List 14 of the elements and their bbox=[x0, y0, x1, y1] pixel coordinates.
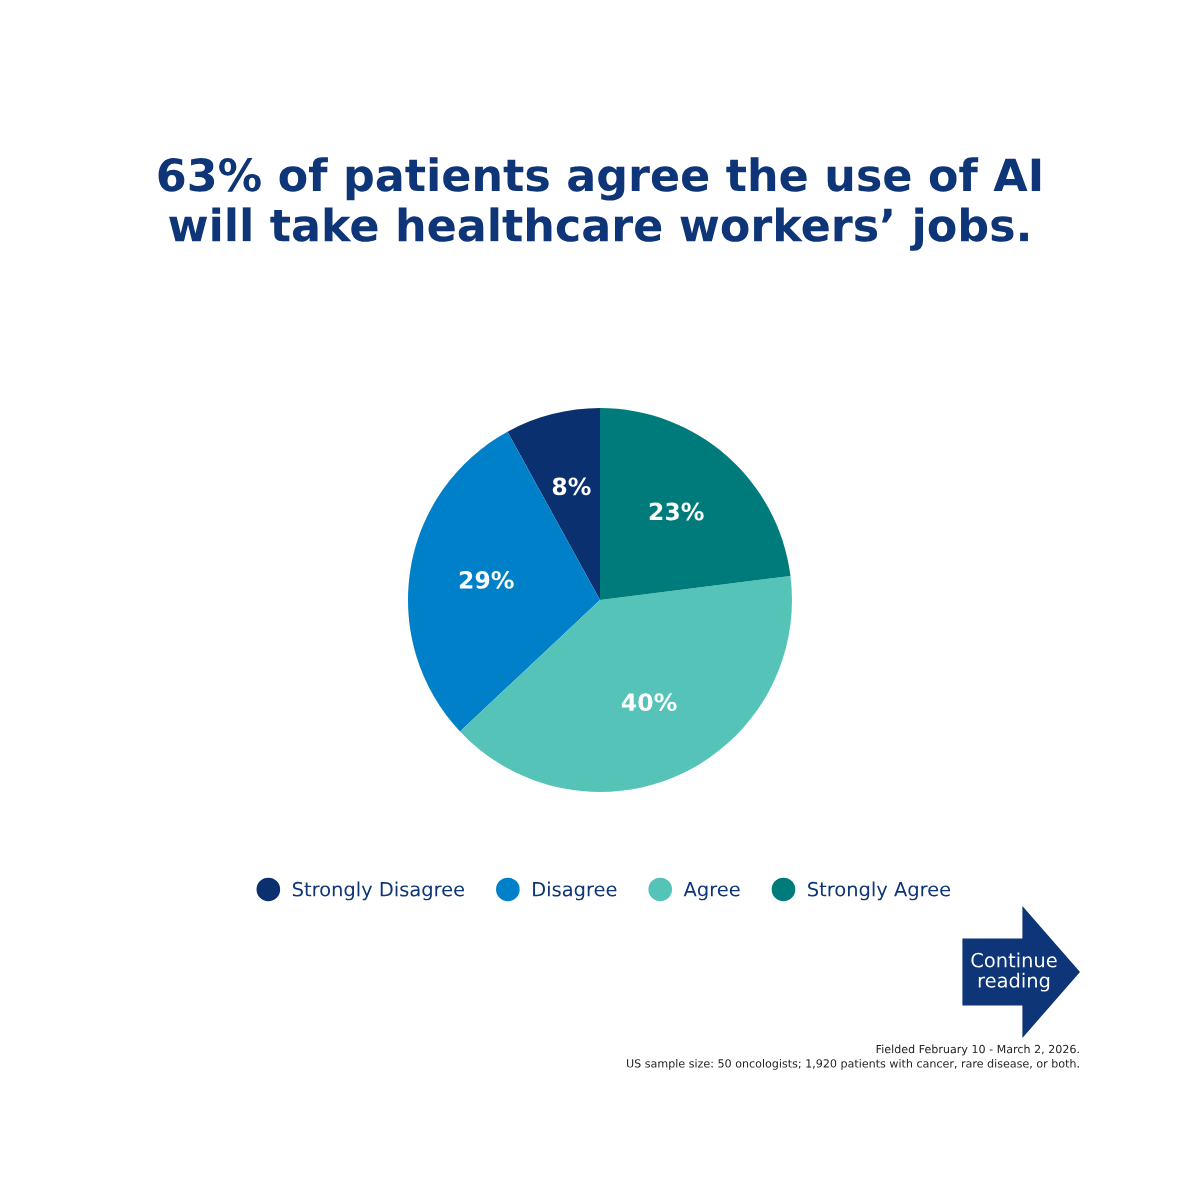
data-label: 40% bbox=[621, 693, 677, 712]
legend-label: Disagree bbox=[533, 881, 617, 901]
chart-title: 63% of patients agree the use of AI will take healthcare workers’ jobs. bbox=[158, 157, 1041, 251]
legend-label: Strongly Agree bbox=[808, 881, 951, 901]
data-label: 29% bbox=[459, 570, 514, 589]
text: Fielded February 10 - March 2, 2026. bbox=[876, 1044, 1079, 1056]
legend-label: Agree bbox=[683, 882, 740, 901]
text: US sample size: 50 oncologists; 1,920 patients with cancer, rare disease, or both. bbox=[627, 1059, 1079, 1070]
pie-slice bbox=[600, 408, 791, 600]
text: Continue reading bbox=[971, 952, 1057, 992]
pie-slice bbox=[408, 431, 600, 732]
data-label: 23% bbox=[649, 502, 704, 521]
data-label: 8% bbox=[552, 477, 591, 496]
legend-label: Strongly Disagree bbox=[292, 881, 465, 901]
